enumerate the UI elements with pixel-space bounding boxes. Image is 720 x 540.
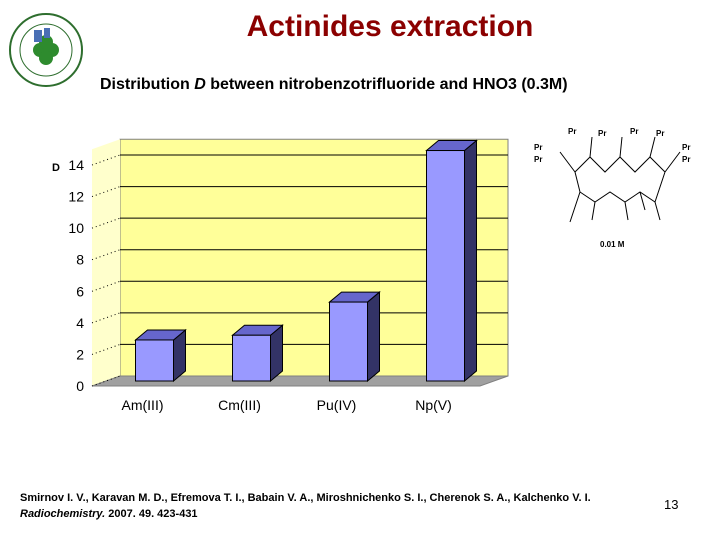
bar-side bbox=[464, 139, 477, 383]
structure-label: Pr bbox=[682, 143, 690, 152]
bar-side bbox=[367, 291, 380, 383]
bar bbox=[425, 139, 478, 383]
subtitle-part: between nitrobenzotrifluoride and HNO3 (… bbox=[205, 76, 568, 93]
subtitle-part: D bbox=[194, 76, 206, 93]
bar-front bbox=[329, 301, 368, 382]
x-tick-label: Cm(III) bbox=[218, 397, 261, 413]
structure-label: Pr bbox=[656, 129, 664, 138]
structure-label: Pr bbox=[568, 127, 576, 136]
y-axis-label: D bbox=[52, 162, 60, 174]
tick-mark bbox=[91, 280, 121, 292]
bar bbox=[134, 328, 187, 383]
tick-mark bbox=[91, 312, 121, 324]
y-tick-label: 6 bbox=[76, 283, 84, 299]
x-tick-label: Np(V) bbox=[415, 397, 452, 413]
structure-concentration: 0.01 M bbox=[600, 240, 625, 249]
structure-label: Pr bbox=[630, 127, 638, 136]
tick-mark bbox=[91, 343, 121, 355]
subtitle-part: Distribution bbox=[100, 76, 195, 93]
y-tick-label: 10 bbox=[68, 220, 84, 236]
structure-label: Pr bbox=[682, 155, 690, 164]
y-tick-label: 12 bbox=[68, 189, 84, 205]
side-wall bbox=[92, 139, 120, 386]
y-tick-label: 4 bbox=[76, 315, 84, 331]
chart: D 0 2 4 6 8 10 12 14 Am(III) Cm(III) Pu(IV) Np(V) bbox=[52, 138, 509, 413]
page-number: 13 bbox=[664, 497, 679, 512]
bar-front bbox=[232, 334, 271, 382]
tick-mark bbox=[91, 217, 121, 229]
citation-authors: Smirnov I. V., Karavan M. D., Efremova T… bbox=[20, 492, 591, 504]
citation-details: 2007. 49. 423-431 bbox=[108, 508, 198, 520]
bar-front bbox=[426, 150, 465, 382]
structure-label: Pr bbox=[534, 155, 542, 164]
y-tick-label: 8 bbox=[76, 252, 84, 268]
bar bbox=[328, 291, 381, 383]
citation: Smirnov I. V., Karavan M. D., Efremova T… bbox=[20, 490, 591, 522]
citation-journal: Radiochemistry. bbox=[20, 508, 106, 520]
structure-label: Pr bbox=[598, 129, 606, 138]
tick-mark bbox=[91, 375, 121, 387]
y-tick-label: 14 bbox=[68, 157, 84, 173]
x-tick-label: Am(III) bbox=[122, 397, 164, 413]
bar bbox=[231, 324, 284, 383]
tick-mark bbox=[91, 186, 121, 198]
bar-front bbox=[135, 339, 174, 382]
citation-source: Radiochemistry. 2007. 49. 423-431 bbox=[20, 506, 591, 522]
title: Actinides extraction bbox=[246, 10, 534, 43]
subtitle: Distribution D between nitrobenzotrifluo… bbox=[100, 76, 568, 94]
y-tick-label: 2 bbox=[76, 346, 84, 362]
tick-mark bbox=[91, 154, 121, 166]
y-tick-label: 0 bbox=[76, 378, 84, 394]
x-tick-label: Pu(IV) bbox=[317, 397, 357, 413]
structure-label: Pr bbox=[534, 143, 542, 152]
floor bbox=[91, 375, 509, 387]
structure: Pr Pr Pr Pr Pr Pr Pr Pr 0.01 M bbox=[534, 127, 690, 249]
tick-mark bbox=[91, 249, 121, 261]
logo bbox=[9, 13, 83, 87]
